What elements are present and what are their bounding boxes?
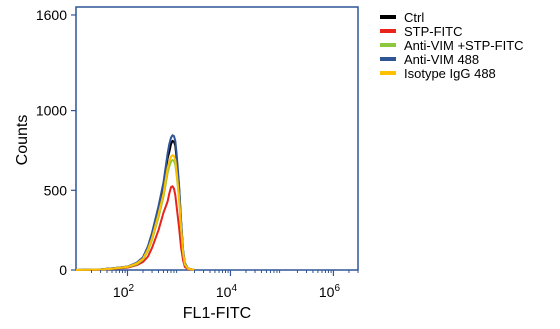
legend-label: Anti-VIM +STP-FITC xyxy=(404,38,524,53)
x-tick-label: 102 xyxy=(113,283,135,300)
y-tick-label: 0 xyxy=(59,262,67,278)
y-tick-label: 1000 xyxy=(36,103,67,119)
series-line-stp-fitc xyxy=(75,185,195,271)
x-tick-label: 106 xyxy=(319,283,341,300)
x-tick-label: 104 xyxy=(216,283,238,300)
x-axis-label: FL1-FITC xyxy=(183,305,251,322)
tick-layer: 0 500 1000 1600 102 104 106 xyxy=(36,7,359,300)
series-layer xyxy=(75,134,195,271)
y-axis-label: Counts xyxy=(14,115,31,166)
legend-label: STP-FITC xyxy=(404,24,463,39)
legend-label: Anti-VIM 488 xyxy=(404,52,479,67)
series-line-isotype-igg-488 xyxy=(75,154,195,271)
legend-label: Isotype IgG 488 xyxy=(404,66,496,81)
plot-frame xyxy=(75,6,359,271)
y-tick-label: 1600 xyxy=(36,7,67,23)
legend-label: Ctrl xyxy=(404,10,424,25)
y-tick-label: 500 xyxy=(44,182,68,198)
